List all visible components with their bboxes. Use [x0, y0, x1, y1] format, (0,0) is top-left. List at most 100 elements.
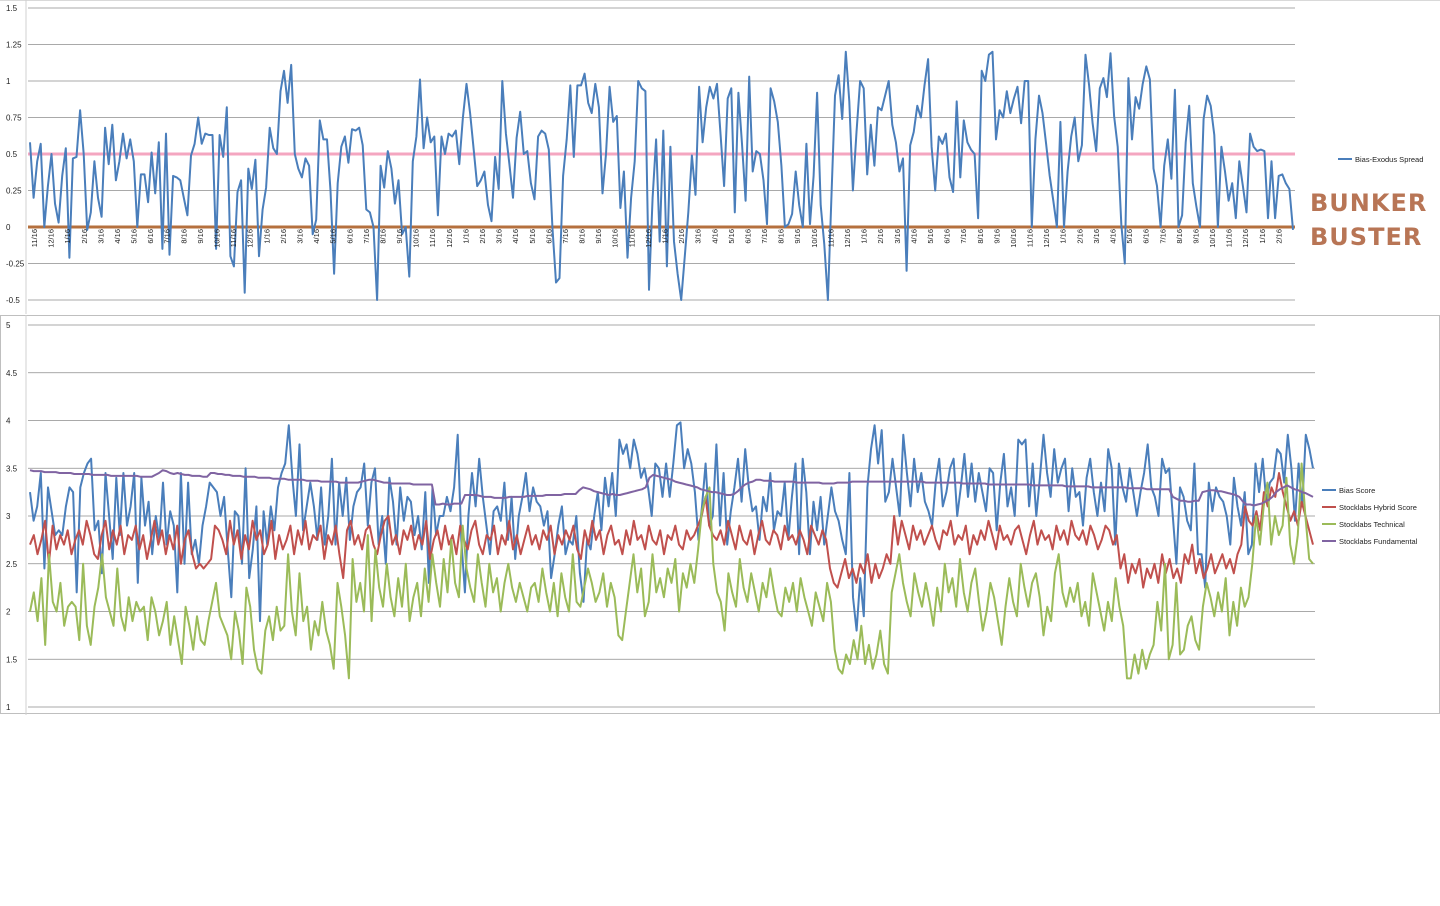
spread-chart-x-tick-label: 3/16 — [296, 229, 305, 244]
spread-chart-x-tick-label: 6/16 — [146, 229, 155, 244]
spread-chart: 1.5 1.25 1 0.75 0.5 0.25 0 -0.25 -0.5 11/16 12/16 1… — [0, 0, 1440, 314]
spread-chart-x-tick-label: 8/16 — [976, 229, 985, 244]
spread-chart-x-tick-label: 2/16 — [279, 229, 288, 244]
spread-chart-x-tick-label: 6/16 — [744, 229, 753, 244]
spread-chart-x-tick-label: 4/16 — [1109, 229, 1118, 244]
spread-chart-x-tick-label: 5/16 — [130, 229, 139, 244]
spread-chart-x-tick-label: 10/16 — [213, 229, 222, 248]
spread-chart-x-tick-label: 8/16 — [777, 229, 786, 244]
scores-chart-y-tick-label: 1.5 — [6, 655, 18, 664]
spread-chart-x-tick-label: 8/16 — [578, 229, 587, 244]
spread-chart-x-tick-label: 4/16 — [909, 229, 918, 244]
spread-chart-x-tick-label: 12/16 — [644, 229, 653, 248]
spread-chart-x-tick-label: 7/16 — [1158, 229, 1167, 244]
bunker-overlay-text: BUNKER — [1310, 189, 1427, 217]
spread-chart-x-tick-label: 10/16 — [810, 229, 819, 248]
spread-chart-x-tick-label: 8/16 — [1175, 229, 1184, 244]
spread-chart-x-tick-label: 10/16 — [1208, 229, 1217, 248]
spread-chart-x-tick-label: 3/16 — [694, 229, 703, 244]
stocklabs-technical-legend-label: Stocklabs Technical — [1339, 520, 1405, 529]
stocklabs-hybrid-score-line — [29, 472, 1314, 589]
spread-chart-y-tick-label: 1 — [6, 77, 11, 86]
stocklabs-fundamental-legend-label: Stocklabs Fundamental — [1339, 537, 1418, 546]
scores-chart-y-tick-label: 4 — [6, 417, 11, 426]
spread-chart-x-tick-label: 4/16 — [312, 229, 321, 244]
spread-chart-x-tick-label: 12/16 — [246, 229, 255, 248]
spread-chart-x-tick-label: 2/16 — [478, 229, 487, 244]
spread-chart-x-tick-label: 4/16 — [511, 229, 520, 244]
spread-chart-x-tick-label: 8/16 — [179, 229, 188, 244]
spread-chart-x-tick-label: 11/16 — [1026, 229, 1035, 247]
spread-chart-x-tick-label: 9/16 — [594, 229, 603, 244]
spread-chart-x-tick-label: 11/16 — [1225, 229, 1234, 247]
stocklabs-fundamental-line — [29, 469, 1314, 507]
spread-chart-x-tick-label: 6/16 — [1142, 229, 1151, 244]
spread-chart-x-tick-label: 1/16 — [262, 229, 271, 244]
spread-chart-x-tick-label: 12/16 — [445, 229, 454, 248]
spread-chart-x-tick-label: 9/16 — [196, 229, 205, 244]
bias-exodus-spread-line — [29, 50, 1294, 301]
scores-chart-y-tick-label: 1 — [6, 703, 11, 712]
buster-overlay-text: BUSTER — [1310, 223, 1422, 251]
spread-chart-x-tick-label: 1/16 — [1059, 229, 1068, 244]
spread-chart-x-tick-label: 3/16 — [96, 229, 105, 244]
spread-chart-x-tick-label: 9/16 — [793, 229, 802, 244]
spread-chart-y-tick-label: 0.25 — [6, 187, 22, 196]
spread-chart-x-tick-label: 6/16 — [544, 229, 553, 244]
spread-chart-x-tick-label: 3/16 — [1092, 229, 1101, 244]
spread-chart-x-tick-label: 4/16 — [710, 229, 719, 244]
spread-chart-x-tick-label: 12/16 — [1042, 229, 1051, 248]
spread-chart-x-tick-label: 11/16 — [826, 229, 835, 247]
spread-chart-x-tick-label: 1/16 — [461, 229, 470, 244]
spread-chart-x-tick-label: 11/16 — [30, 229, 39, 247]
scores-chart-y-tick-label: 3.5 — [6, 464, 18, 473]
spread-chart-x-tick-label: 9/16 — [395, 229, 404, 244]
spread-chart-x-tick-label: 7/16 — [163, 229, 172, 244]
scores-chart-y-tick-label: 2 — [6, 608, 11, 617]
scores-chart-y-tick-label: 2.5 — [6, 560, 18, 569]
spread-chart-x-tick-label: 1/16 — [860, 229, 869, 244]
spread-chart-x-tick-label: 11/16 — [229, 229, 238, 247]
scores-chart: 5 4.5 4 3.5 3 2.5 2 1.5 1 Bias Score Stocklabs Hyb… — [0, 315, 1440, 715]
bias-exodus-spread-legend-label: Bias-Exodus Spread — [1355, 155, 1423, 164]
spread-chart-x-tick-label: 1/16 — [63, 229, 72, 244]
spread-chart-y-tick-label: 0 — [6, 223, 11, 232]
spread-chart-x-tick-label: 6/16 — [943, 229, 952, 244]
spread-chart-x-tick-label: 5/16 — [727, 229, 736, 244]
spread-chart-y-tick-label: -0.25 — [6, 260, 25, 269]
spread-chart-x-tick-label: 3/16 — [893, 229, 902, 244]
spread-chart-x-tick-label: 8/16 — [378, 229, 387, 244]
spread-chart-x-tick-label: 10/16 — [1009, 229, 1018, 248]
spread-chart-x-tick-label: 5/16 — [329, 229, 338, 244]
spread-chart-x-tick-label: 2/16 — [1274, 229, 1283, 244]
spread-chart-x-tick-label: 7/16 — [362, 229, 371, 244]
spread-chart-x-tick-label: 12/16 — [1241, 229, 1250, 248]
spread-chart-x-tick-label: 7/16 — [561, 229, 570, 244]
scores-chart-y-tick-label: 3 — [6, 512, 11, 521]
bias-score-line — [29, 421, 1314, 632]
spread-chart-x-tick-label: 4/16 — [113, 229, 122, 244]
spread-chart-x-tick-label: 12/16 — [47, 229, 56, 248]
spread-chart-x-tick-label: 10/16 — [412, 229, 421, 248]
spread-chart-x-tick-label: 1/16 — [1258, 229, 1267, 244]
spread-chart-x-tick-label: 10/16 — [611, 229, 620, 248]
spread-chart-x-tick-label: 2/16 — [876, 229, 885, 244]
spread-chart-x-tick-label: 5/16 — [926, 229, 935, 244]
bias-score-legend-label: Bias Score — [1339, 486, 1375, 495]
spread-chart-x-tick-label: 5/16 — [1125, 229, 1134, 244]
scores-chart-y-tick-label: 5 — [6, 321, 11, 330]
spread-chart-x-tick-label: 3/16 — [495, 229, 504, 244]
spread-chart-x-tick-label: 9/16 — [992, 229, 1001, 244]
stocklabs-hybrid-score-legend-label: Stocklabs Hybrid Score — [1339, 503, 1417, 512]
spread-chart-x-tick-label: 12/16 — [843, 229, 852, 248]
spread-chart-x-tick-label: 6/16 — [345, 229, 354, 244]
spread-chart-x-tick-label: 2/16 — [1075, 229, 1084, 244]
spread-chart-y-tick-label: 0.75 — [6, 114, 22, 123]
spread-chart-x-tick-label: 2/16 — [677, 229, 686, 244]
scores-chart-y-tick-label: 4.5 — [6, 369, 18, 378]
spread-chart-x-tick-label: 2/16 — [80, 229, 89, 244]
spread-chart-y-tick-label: -0.5 — [6, 296, 20, 305]
spread-chart-x-tick-label: 7/16 — [959, 229, 968, 244]
spread-chart-y-tick-label: 0.5 — [6, 150, 18, 159]
spread-chart-x-tick-label: 11/16 — [627, 229, 636, 247]
